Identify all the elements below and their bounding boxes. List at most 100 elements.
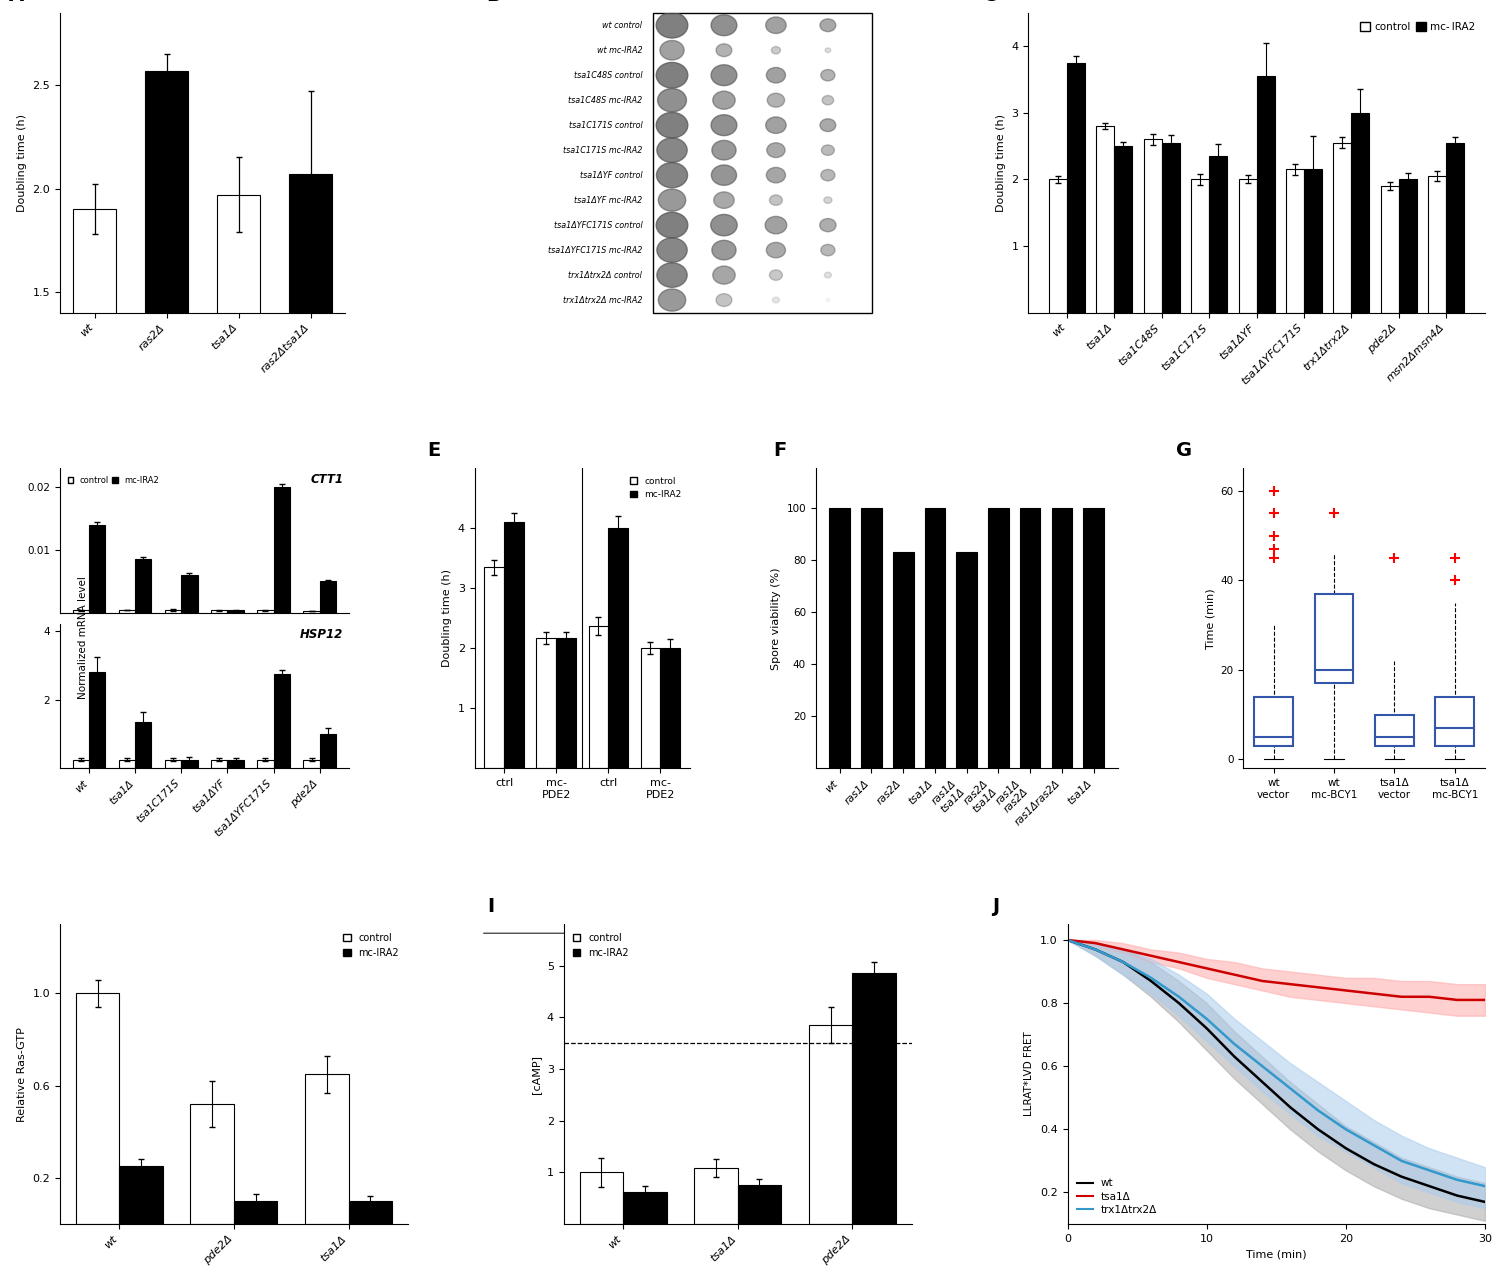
Bar [303,611,320,612]
Y-axis label: Time (min): Time (min) [1204,588,1215,649]
Bar [234,1201,278,1224]
Circle shape [657,88,687,112]
Bar [76,993,120,1224]
Bar [90,672,105,769]
Bar [1083,507,1104,769]
Circle shape [656,112,688,138]
Text: I: I [488,898,495,917]
Circle shape [827,298,830,302]
Bar [1052,507,1072,769]
Text: tsa1ΔYFC171S control: tsa1ΔYFC171S control [554,221,642,230]
Bar [892,552,914,769]
Bar [74,209,116,602]
Bar [830,507,850,769]
Bar [120,1167,164,1224]
Bar [588,626,609,769]
Circle shape [765,17,786,33]
Text: Normalized mRNA level: Normalized mRNA level [78,576,87,699]
Bar [640,649,660,769]
Y-axis label: Relative Ras-GTP: Relative Ras-GTP [16,1026,27,1122]
Y-axis label: Doubling time (h): Doubling time (h) [16,113,27,212]
Text: wt control: wt control [603,20,642,29]
Circle shape [768,93,784,107]
Bar [165,609,182,612]
Bar [609,528,628,769]
Circle shape [711,214,736,236]
Bar [852,973,895,1224]
Bar [861,507,882,769]
Circle shape [821,245,836,256]
Circle shape [657,138,687,162]
Bar [135,722,152,769]
Bar [1239,180,1257,312]
Bar [1209,156,1227,312]
Text: tsa1C171S control: tsa1C171S control [568,121,642,130]
Text: tsa1Δ: tsa1Δ [650,963,680,973]
Circle shape [766,242,786,258]
Bar [303,760,320,769]
Bar [537,638,556,769]
Text: tsa1ΔYFC171S mc-IRA2: tsa1ΔYFC171S mc-IRA2 [548,246,642,255]
Bar [1020,507,1041,769]
Bar [320,734,336,769]
Bar [90,525,105,612]
Circle shape [711,65,736,85]
Legend: control, mc-IRA2: control, mc-IRA2 [627,473,686,502]
Bar [190,1104,234,1224]
Circle shape [656,213,688,238]
Circle shape [766,167,786,182]
Circle shape [821,19,836,32]
Circle shape [712,92,735,110]
Y-axis label: Spore viability (%): Spore viability (%) [771,567,782,669]
Text: trx1Δtrx2Δ mc-IRA2: trx1Δtrx2Δ mc-IRA2 [562,296,642,305]
Text: wt: wt [576,963,588,973]
Text: tsa1C171S mc-IRA2: tsa1C171S mc-IRA2 [562,145,642,154]
Bar [304,1074,348,1224]
Bar [258,611,273,612]
Text: wt mc-IRA2: wt mc-IRA2 [597,46,642,55]
Text: F: F [774,441,786,460]
Bar [1114,147,1132,312]
Bar [738,1186,782,1224]
Legend: control, mc-IRA2: control, mc-IRA2 [64,473,162,488]
Bar [273,674,290,769]
Bar [228,760,243,769]
Circle shape [656,13,688,38]
Bar [694,1168,738,1224]
Circle shape [770,195,783,205]
Text: J: J [993,898,999,917]
Y-axis label: LLRAT*LVD FRET: LLRAT*LVD FRET [1024,1031,1035,1117]
Circle shape [821,119,836,131]
Bar [1314,594,1353,683]
Bar [228,611,243,612]
Bar [182,760,198,769]
Text: B: B [486,0,501,5]
Bar [1304,170,1322,312]
Bar [808,1025,852,1224]
Circle shape [658,189,686,212]
Bar [484,567,504,769]
Bar [1162,143,1180,312]
Circle shape [658,289,686,311]
Text: E: E [427,441,441,460]
Bar [660,649,680,769]
Circle shape [660,41,684,60]
Circle shape [821,170,836,181]
Bar [1096,126,1114,312]
Circle shape [822,145,834,156]
Circle shape [766,68,786,83]
Text: G: G [1176,441,1192,460]
Circle shape [711,164,736,185]
Circle shape [712,140,736,159]
Circle shape [825,273,831,278]
Circle shape [656,62,688,88]
Bar [988,507,1008,769]
Bar [182,575,198,612]
Bar [1446,143,1464,312]
Bar [1066,62,1084,312]
Bar [211,760,228,769]
Circle shape [711,115,736,135]
Legend: wt, tsa1Δ, trx1Δtrx2Δ: wt, tsa1Δ, trx1Δtrx2Δ [1072,1174,1161,1219]
Bar [1382,186,1400,312]
Circle shape [771,47,780,54]
